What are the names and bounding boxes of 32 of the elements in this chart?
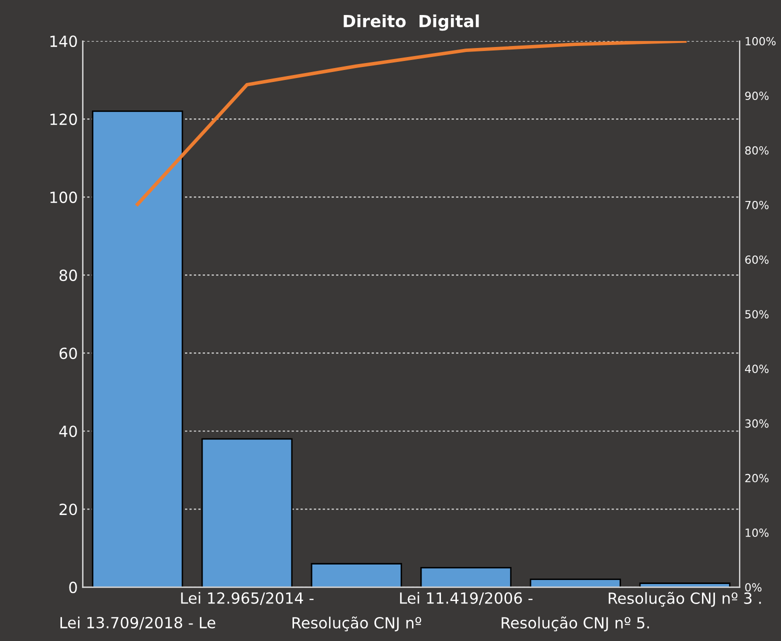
y2-tick-label: 80% <box>745 146 769 155</box>
y2-tick-label: 10% <box>746 528 769 537</box>
y2-tick-label: 40% <box>745 364 769 374</box>
y2-tick-label: 70% <box>745 200 769 210</box>
x-tick-label: Resolução CNJ nº <box>292 616 422 632</box>
y2-tick-label: 20% <box>745 474 769 482</box>
bar <box>310 563 402 588</box>
y-tick-label: 0 <box>69 582 77 594</box>
chart-title: Direito Digital <box>344 14 479 31</box>
y-tick-label: 60 <box>60 348 77 360</box>
y-tick-label: 80 <box>60 270 77 282</box>
line-series <box>136 41 687 206</box>
bar <box>201 438 293 588</box>
x-tick-label: Lei 12.965/2014 - <box>181 592 314 606</box>
y-tick-label: 120 <box>50 114 77 126</box>
y2-tick-label: 90% <box>745 92 769 100</box>
y2-tick-label: 30% <box>745 419 769 428</box>
y2-tick-label: 0% <box>745 583 762 592</box>
x-tick-label: Resolução CNJ nº 3 . <box>608 592 761 607</box>
y2-tick-label: 60% <box>745 255 769 264</box>
x-tick-label: Lei 13.709/2018 - Le <box>60 616 216 630</box>
bar <box>420 566 512 588</box>
y2-tick-label: 50% <box>745 310 769 318</box>
y-tick-label: 100 <box>50 192 77 204</box>
y-tick-label: 20 <box>60 504 77 516</box>
x-tick-label: Lei 11.419/2006 - <box>400 592 532 606</box>
y-tick-label: 40 <box>59 426 77 438</box>
y2-tick-label: 100% <box>746 37 776 46</box>
bar <box>92 110 184 588</box>
x-tick-label: Resolução CNJ nº 5. <box>502 616 649 632</box>
bar <box>530 578 621 588</box>
y-tick-label: 140 <box>50 35 77 48</box>
